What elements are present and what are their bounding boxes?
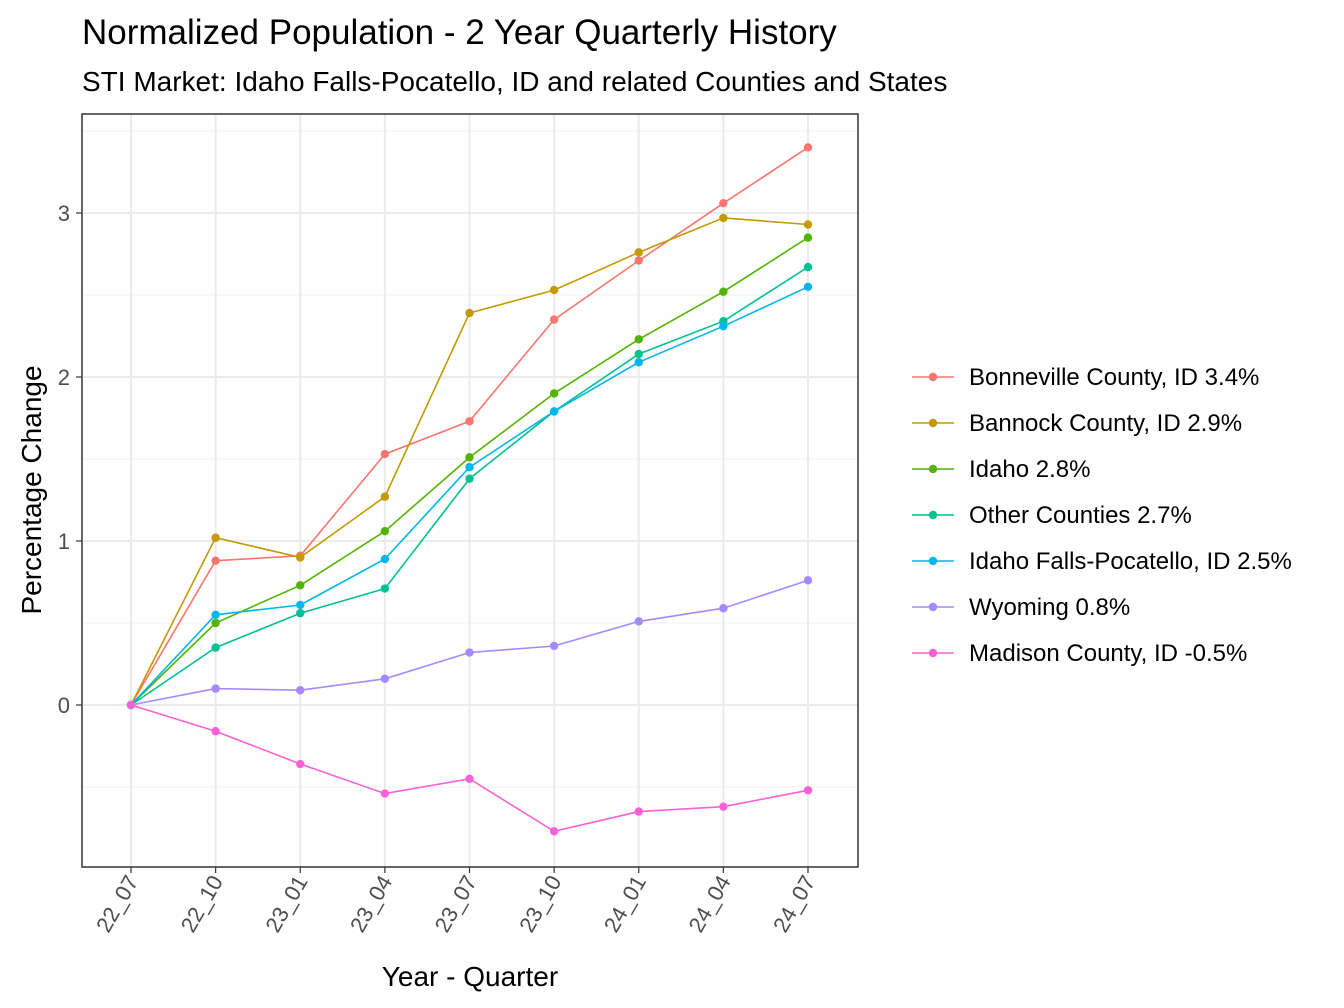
y-tick-label: 1 bbox=[58, 529, 70, 554]
data-point bbox=[803, 143, 813, 152]
x-tick-label: 23_10 bbox=[514, 871, 566, 936]
data-point bbox=[719, 604, 728, 613]
data-point bbox=[803, 282, 813, 291]
data-point bbox=[549, 389, 559, 398]
x-tick-label: 22_07 bbox=[91, 871, 143, 936]
data-point bbox=[803, 233, 813, 242]
data-point bbox=[126, 700, 136, 710]
x-tick-label: 24_04 bbox=[683, 871, 735, 936]
data-point bbox=[803, 576, 813, 585]
data-point bbox=[549, 315, 559, 324]
legend-label: Bannock County, ID 2.9% bbox=[969, 410, 1242, 437]
data-point bbox=[380, 554, 390, 564]
chart-title: Normalized Population - 2 Year Quarterly… bbox=[82, 13, 837, 52]
legend-key-point bbox=[928, 418, 938, 428]
data-point bbox=[380, 584, 390, 593]
y-tick-label: 0 bbox=[58, 693, 70, 718]
data-point bbox=[549, 407, 559, 416]
x-tick-label: 23_04 bbox=[345, 871, 397, 936]
data-point bbox=[211, 618, 220, 628]
data-point bbox=[634, 617, 643, 626]
data-point bbox=[465, 453, 474, 462]
data-point bbox=[465, 417, 474, 426]
data-point bbox=[719, 802, 728, 811]
legend-key-point bbox=[928, 602, 938, 612]
legend-key-point bbox=[928, 510, 938, 520]
x-tick-label: 24_01 bbox=[599, 871, 651, 936]
data-point bbox=[380, 526, 390, 536]
data-point bbox=[719, 213, 728, 223]
data-point bbox=[211, 684, 220, 693]
data-point bbox=[296, 581, 305, 590]
chart-subtitle: STI Market: Idaho Falls-Pocatello, ID an… bbox=[82, 66, 947, 97]
data-point bbox=[380, 789, 390, 798]
data-point bbox=[296, 600, 305, 610]
data-point bbox=[296, 608, 305, 618]
x-axis-title: Year - Quarter bbox=[382, 961, 558, 992]
data-point bbox=[634, 335, 643, 344]
legend-key-point bbox=[928, 648, 938, 658]
data-point bbox=[549, 641, 559, 651]
legend-label: Madison County, ID -0.5% bbox=[969, 640, 1247, 667]
data-point bbox=[211, 643, 220, 652]
panel-border bbox=[81, 113, 859, 868]
data-point bbox=[380, 449, 390, 459]
data-point bbox=[296, 759, 305, 769]
data-point bbox=[549, 827, 559, 836]
data-point bbox=[465, 463, 474, 472]
legend-key-point bbox=[928, 464, 938, 474]
x-tick-label: 23_01 bbox=[260, 871, 312, 936]
data-point bbox=[211, 610, 220, 619]
data-point bbox=[465, 308, 474, 318]
data-point bbox=[719, 321, 728, 331]
legend-item: Bonneville County, ID 3.4% bbox=[912, 364, 1259, 391]
legend-key-point bbox=[928, 372, 938, 382]
plot-area: 0 1 2 3 22_07 22_10 23_01 23_04 23_07 23_10 24_01 2… bbox=[58, 113, 859, 936]
legend-item: Other Counties 2.7% bbox=[912, 502, 1192, 529]
data-point bbox=[211, 556, 220, 565]
legend: Bonneville County, ID 3.4% Bannock County… bbox=[912, 364, 1292, 667]
legend-item: Wyoming 0.8% bbox=[912, 594, 1130, 621]
x-tick-label: 22_10 bbox=[176, 871, 228, 936]
data-point bbox=[211, 533, 220, 542]
data-point bbox=[634, 807, 643, 816]
legend-label: Bonneville County, ID 3.4% bbox=[969, 364, 1259, 391]
legend-item: Idaho 2.8% bbox=[912, 456, 1090, 483]
data-point bbox=[803, 786, 813, 795]
data-point bbox=[803, 220, 813, 229]
y-tick-label: 2 bbox=[58, 365, 70, 390]
data-point bbox=[380, 492, 390, 501]
legend-label: Wyoming 0.8% bbox=[969, 594, 1130, 621]
data-point bbox=[719, 287, 728, 296]
data-point bbox=[380, 674, 390, 683]
legend-item: Bannock County, ID 2.9% bbox=[912, 410, 1242, 437]
data-point bbox=[719, 198, 728, 208]
legend-label: Idaho 2.8% bbox=[969, 456, 1090, 483]
data-point bbox=[296, 553, 305, 562]
data-point bbox=[296, 686, 305, 695]
data-point bbox=[803, 262, 813, 272]
legend-item: Idaho Falls-Pocatello, ID 2.5% bbox=[912, 548, 1292, 575]
data-point bbox=[211, 727, 220, 736]
data-point bbox=[465, 774, 474, 783]
data-point bbox=[634, 358, 643, 367]
data-point bbox=[465, 648, 474, 657]
x-tick-label: 23_07 bbox=[430, 871, 482, 936]
data-point bbox=[634, 256, 643, 265]
data-point bbox=[634, 248, 643, 257]
x-tick-label: 24_07 bbox=[768, 871, 820, 936]
legend-key-point bbox=[928, 556, 938, 566]
legend-item: Madison County, ID -0.5% bbox=[912, 640, 1247, 667]
y-tick-label: 3 bbox=[58, 201, 70, 226]
data-point bbox=[465, 474, 474, 483]
legend-label: Other Counties 2.7% bbox=[969, 502, 1192, 529]
y-axis-title: Percentage Change bbox=[16, 365, 47, 614]
legend-label: Idaho Falls-Pocatello, ID 2.5% bbox=[969, 548, 1292, 575]
data-point bbox=[549, 285, 559, 295]
data-point bbox=[634, 349, 643, 359]
